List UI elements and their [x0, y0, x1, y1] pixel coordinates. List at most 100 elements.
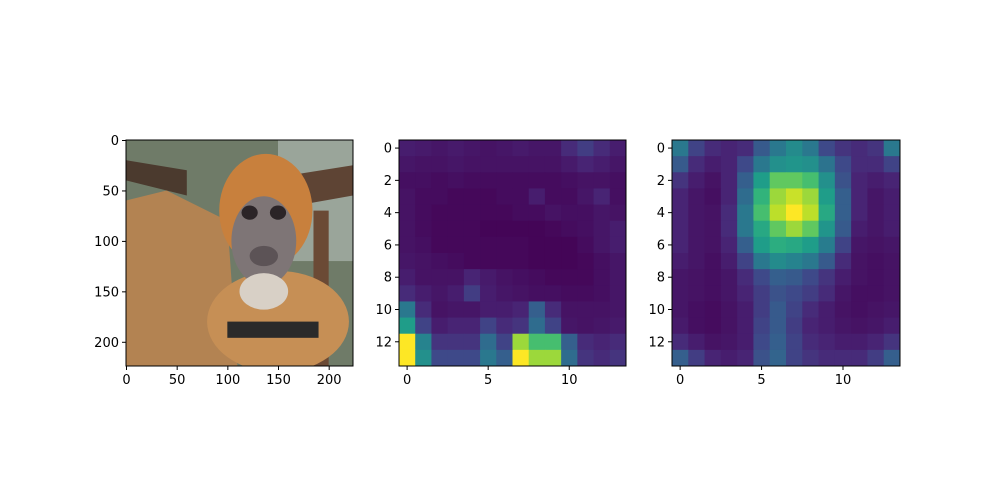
heatmap-cell [609, 333, 626, 351]
heatmap-cell [561, 269, 578, 286]
heatmap-cell [480, 333, 497, 351]
heatmap-cell [561, 317, 578, 335]
heatmap-cell [786, 349, 803, 366]
heatmap-cell [528, 253, 546, 270]
image-axes-frame [125, 139, 354, 367]
heatmap-cell [802, 253, 820, 270]
heatmap-cell [528, 156, 546, 173]
heatmap-cell [480, 301, 497, 319]
heatmap-cell [447, 285, 465, 302]
heatmap-cell [802, 285, 820, 302]
heatmap-cell [802, 220, 820, 238]
heatmap-cell [577, 301, 595, 319]
heatmap-cell [688, 172, 706, 189]
heatmap-cell [593, 269, 611, 286]
heatmap-cell [480, 188, 497, 206]
heatmap-cell [496, 220, 513, 238]
heatmap-cell [447, 333, 465, 351]
y-tick-label: 0 [111, 134, 119, 149]
heatmap-cell [720, 156, 738, 173]
heatmap-cell [818, 220, 836, 238]
image-axis-ticks: 0 50 100 150 200 0 50 100 150 200 [94, 134, 341, 388]
heatmap-cell [544, 204, 562, 222]
heatmap-cell [834, 236, 852, 254]
heatmap-cell [851, 236, 868, 254]
heatmap-cell [447, 156, 465, 173]
heatmap-cell [415, 156, 432, 173]
heatmap-cell [431, 285, 449, 302]
x-tick-label: 100 [215, 373, 240, 388]
heatmap-cell [544, 220, 562, 238]
heatmap-cell [577, 236, 595, 254]
heatmap-cell [818, 156, 836, 173]
heatmap-cell [786, 204, 803, 222]
heatmap-cell [431, 204, 449, 222]
heatmap-cell [463, 172, 481, 189]
heatmap-cell [867, 220, 885, 238]
heatmap-cell [496, 253, 513, 270]
heatmap-cell [415, 269, 432, 286]
heatmap-cell [593, 301, 611, 319]
heatmap-cell [834, 188, 852, 206]
heatmap-cell [512, 188, 530, 206]
x-tick-label: 5 [484, 373, 492, 388]
heatmap-cell [883, 333, 900, 351]
heatmap-cell [688, 317, 706, 335]
heatmap-cell [867, 301, 885, 319]
x-tick-label: 0 [122, 373, 130, 388]
heatmap-cell [431, 236, 449, 254]
heatmap-cell [672, 317, 689, 335]
heatmap-cell [463, 236, 481, 254]
heatmap-cell [883, 349, 900, 366]
heatmap-cell [688, 253, 706, 270]
heatmap-panel-2: 0 5 10 0 2 4 6 8 10 12 [648, 139, 901, 388]
heatmap-cell [447, 301, 465, 319]
heatmap-cell [769, 269, 787, 286]
heatmap-cell [399, 156, 416, 173]
heatmap-cell [528, 349, 546, 366]
heatmap-1-axis-ticks: 0 5 10 0 2 4 6 8 10 12 [375, 142, 577, 388]
heatmap-cell [818, 349, 836, 366]
heatmap-cell [480, 269, 497, 286]
heatmap-cell [577, 188, 595, 206]
y-tick-label: 200 [94, 336, 119, 351]
heatmap-cell [688, 188, 706, 206]
heatmap-cell [399, 317, 416, 335]
heatmap-cell [544, 253, 562, 270]
heatmap-cell [528, 285, 546, 302]
heatmap-cell [672, 140, 689, 157]
heatmap-cell [786, 285, 803, 302]
heatmap-cell [688, 301, 706, 319]
heatmap-cell [883, 301, 900, 319]
heatmap-cell [818, 188, 836, 206]
heatmap-cell [415, 140, 432, 157]
heatmap-cell [561, 253, 578, 270]
y-tick-label: 150 [94, 285, 119, 300]
heatmap-cell [577, 140, 595, 157]
heatmap-cell [415, 285, 432, 302]
heatmap-cell [415, 349, 432, 366]
heatmap-cell [431, 140, 449, 157]
heatmap-cell [415, 204, 432, 222]
heatmap-cell [704, 236, 722, 254]
heatmap-cell [867, 188, 885, 206]
heatmap-cell [753, 220, 771, 238]
heatmap-cell [753, 204, 771, 222]
y-tick-label: 4 [657, 206, 665, 221]
heatmap-cell [528, 236, 546, 254]
heatmap-cell [704, 269, 722, 286]
monkey-image-panel: 0 50 100 150 200 0 50 100 150 200 [94, 134, 354, 388]
heatmap-cell [737, 285, 754, 302]
heatmap-cell [512, 140, 530, 157]
heatmap-cell [851, 285, 868, 302]
heatmap-2-axis-ticks: 0 5 10 0 2 4 6 8 10 12 [648, 142, 851, 388]
heatmap-cell [672, 236, 689, 254]
heatmap-cell [593, 333, 611, 351]
heatmap-cell [786, 317, 803, 335]
heatmap-cell [704, 253, 722, 270]
heatmap-cell [737, 253, 754, 270]
heatmap-cell [704, 301, 722, 319]
heatmap-cell [753, 156, 771, 173]
heatmap-cell [415, 301, 432, 319]
heatmap-cell [867, 349, 885, 366]
